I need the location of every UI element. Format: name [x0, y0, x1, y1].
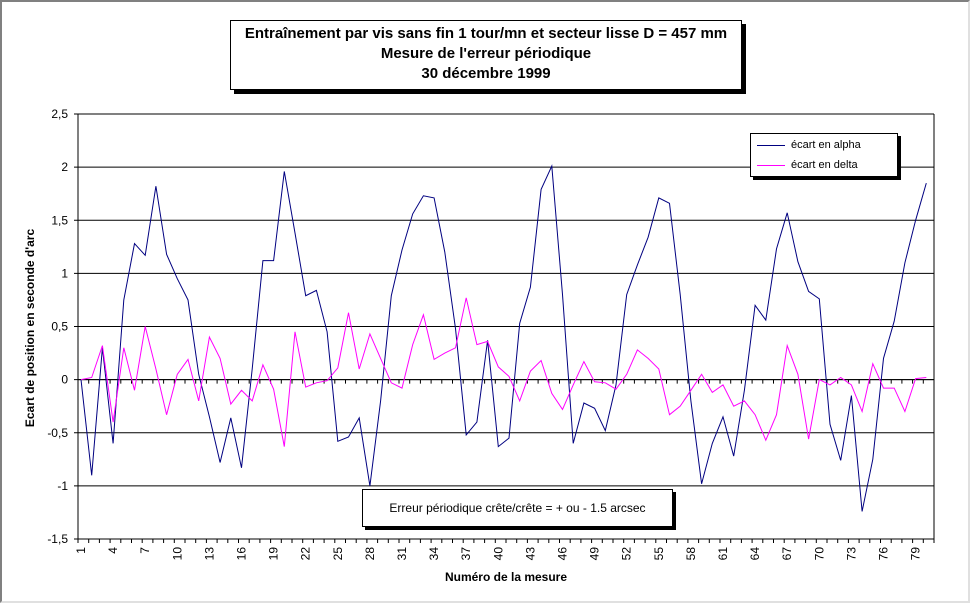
series-line-delta [80, 297, 927, 447]
axis-layer [74, 113, 935, 543]
chart-title-box: Entraînement par vis sans fin 1 tour/mn … [230, 20, 742, 90]
x-tick-label: 31 [395, 547, 409, 561]
y-tick-label: 2 [61, 160, 68, 174]
x-tick-label: 52 [620, 547, 634, 561]
legend-label-alpha: écart en alpha [791, 139, 861, 151]
y-tick-label: 0 [61, 373, 68, 387]
x-tick-label: 55 [652, 547, 666, 561]
chart-title-line-1: Entraînement par vis sans fin 1 tour/mn … [244, 25, 728, 42]
x-tick-label: 7 [138, 547, 152, 554]
x-tick-label: 76 [877, 547, 891, 561]
x-tick-label: 28 [363, 547, 377, 561]
x-tick-label: 67 [780, 547, 794, 561]
series-line-alpha [80, 164, 927, 512]
x-tick-label: 79 [909, 547, 923, 561]
y-tick-label: 2,5 [51, 107, 68, 121]
x-tick-label: 46 [556, 547, 570, 561]
x-axis-title: Numéro de la mesure [445, 570, 567, 584]
legend-item-alpha: écart en alpha [757, 138, 861, 152]
x-tick-label: 22 [299, 547, 313, 561]
legend: écart en alpha écart en delta [750, 133, 898, 177]
y-tick-label: 1,5 [51, 213, 68, 227]
y-tick-label: -0,5 [47, 426, 68, 440]
x-tick-label: 16 [235, 547, 249, 561]
x-tick-label: 70 [812, 547, 826, 561]
x-tick-label: 37 [459, 547, 473, 561]
x-tick-label: 1 [74, 547, 88, 554]
y-tick-label: 1 [61, 266, 68, 280]
x-tick-label: 43 [523, 547, 537, 561]
x-tick-label: 73 [844, 547, 858, 561]
x-tick-label: 4 [106, 547, 120, 554]
x-tick-label: 64 [748, 547, 762, 561]
x-tick-label: 13 [202, 547, 216, 561]
x-tick-label: 49 [588, 547, 602, 561]
chart-title-line-2: Mesure de l'erreur périodique [380, 45, 592, 62]
legend-item-delta: écart en delta [757, 158, 858, 172]
legend-swatch-delta [757, 164, 785, 166]
x-tick-label: 34 [427, 547, 441, 561]
y-axis-title: Ecart de position en seconde d'arc [23, 229, 37, 428]
series-layer [80, 164, 927, 512]
x-tick-label: 19 [267, 547, 281, 561]
x-tick-label: 10 [170, 547, 184, 561]
chart-title-line-3: 30 décembre 1999 [421, 65, 551, 82]
legend-label-delta: écart en delta [791, 159, 858, 171]
annotation-text: Erreur périodique crête/crête = + ou - 1… [389, 501, 646, 515]
x-tick-label: 40 [491, 547, 505, 561]
annotation-box: Erreur périodique crête/crête = + ou - 1… [362, 489, 673, 527]
x-tick-label: 25 [331, 547, 345, 561]
y-tick-label: -1 [57, 479, 68, 493]
y-tick-label: -1,5 [47, 532, 68, 546]
x-tick-label: 58 [684, 547, 698, 561]
y-tick-label: 0,5 [51, 320, 68, 334]
x-tick-label: 61 [716, 547, 730, 561]
legend-swatch-alpha [757, 144, 785, 146]
tick-label-layer: 2,5 2 1,5 1 0,5 0 -0,5 -1 -1,5 1 4 7 10 13 16 19 22 25 28 3… [47, 107, 922, 560]
